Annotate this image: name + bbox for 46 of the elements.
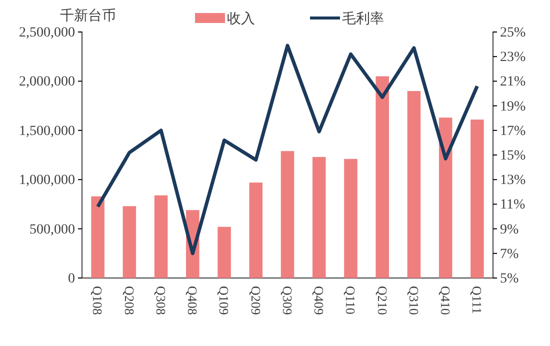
bar xyxy=(249,182,263,278)
y2-tick-label: 21% xyxy=(500,74,526,90)
y2-tick-label: 17% xyxy=(500,124,526,139)
y2-tick-label: 9% xyxy=(500,222,519,238)
x-tick-label: Q310 xyxy=(406,286,422,315)
legend-label: 毛利率 xyxy=(342,11,384,27)
y-tick-label: 0 xyxy=(68,271,75,286)
y2-tick-label: 5% xyxy=(500,271,519,286)
bar xyxy=(91,196,104,278)
bar xyxy=(376,76,389,278)
bar xyxy=(218,226,231,278)
y2-tick-label: 15% xyxy=(500,148,526,164)
x-tick-label: Q410 xyxy=(438,286,454,315)
bar xyxy=(470,120,484,278)
y-tick-label: 2,000,000 xyxy=(19,74,75,90)
x-tick-label: Q208 xyxy=(122,286,137,315)
bar xyxy=(344,158,358,278)
bar xyxy=(154,195,168,278)
line-series xyxy=(96,44,479,256)
y2-tick-label: 25% xyxy=(500,25,526,40)
bar xyxy=(280,151,294,278)
x-tick-label: Q309 xyxy=(280,286,295,315)
y-tick-label: 1,500,000 xyxy=(19,124,75,139)
x-tick-label: Q209 xyxy=(248,286,264,315)
bar xyxy=(122,206,136,278)
x-tick-label: Q111 xyxy=(470,286,485,314)
x-tick-label: Q108 xyxy=(90,286,106,315)
bar xyxy=(312,156,326,278)
x-tick-label: Q109 xyxy=(216,286,232,315)
x-tick-label: Q308 xyxy=(153,286,168,315)
bar xyxy=(407,91,421,278)
y2-tick-label: 11% xyxy=(500,198,526,213)
y2-tick-label: 7% xyxy=(500,246,519,262)
y-axis-title: 千新台币 xyxy=(60,8,116,24)
y2-tick-label: 19% xyxy=(500,99,526,114)
x-tick-label: Q408 xyxy=(185,286,200,315)
y2-tick-label: 13% xyxy=(500,173,526,188)
legend-label: 收入 xyxy=(227,11,255,27)
x-tick-label: Q210 xyxy=(374,286,390,315)
bar xyxy=(438,118,452,278)
x-tick-label: Q110 xyxy=(343,286,358,314)
y-tick-label: 1,000,000 xyxy=(19,173,75,188)
y-tick-label: 500,000 xyxy=(30,222,75,238)
y2-tick-label: 23% xyxy=(500,50,526,66)
y-tick-label: 2,500,000 xyxy=(19,25,75,40)
x-tick-label: Q409 xyxy=(312,286,327,315)
